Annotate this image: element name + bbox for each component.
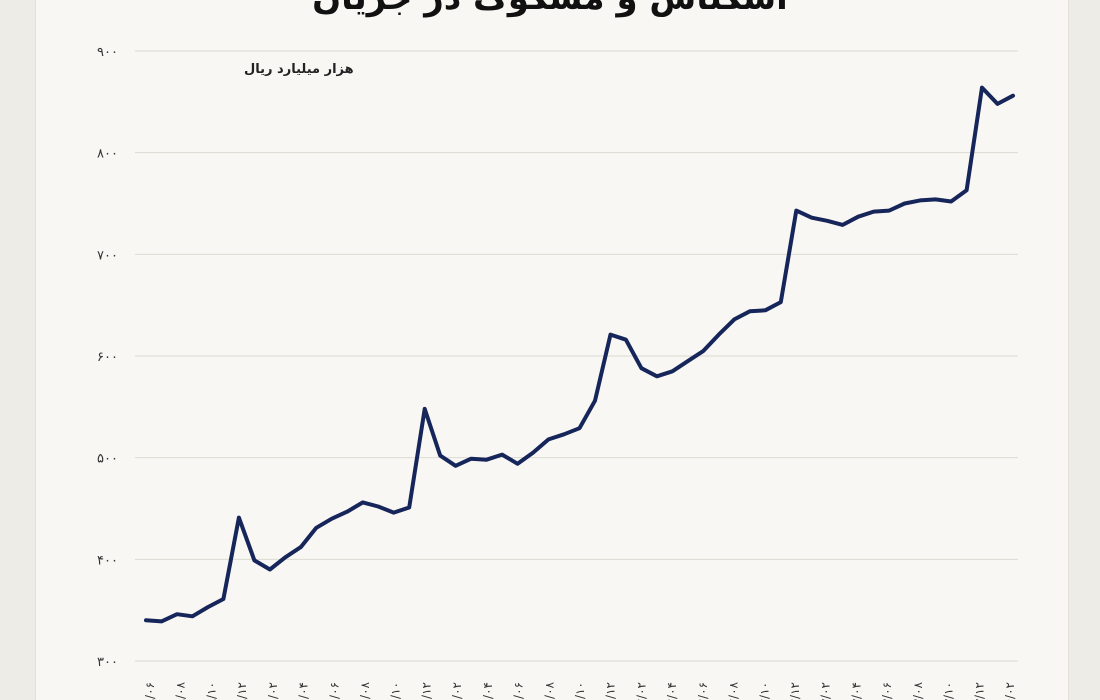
x-tick-label: ۱۴۰۱/۰۲ bbox=[450, 682, 464, 700]
y-tick-label: ۵۰۰ bbox=[97, 452, 118, 467]
x-tick-label: ۱۴۰۲/۰۸ bbox=[727, 681, 741, 700]
x-tick-label: ۱۴۰۳/۰۴ bbox=[849, 682, 863, 700]
unit-label: هزار میلیارد ریال bbox=[244, 62, 354, 77]
x-tick-label: ۱۴۰۰/۰۶ bbox=[327, 682, 341, 700]
x-tick-label: ۱۳۹۹/۰۶ bbox=[143, 682, 157, 700]
x-tick-label: ۱۴۰۱/۰۸ bbox=[542, 681, 556, 700]
x-tick-label: ۱۴۰۳/۰۸ bbox=[911, 681, 925, 700]
x-tick-label: ۱۴۰۱/۱۰ bbox=[573, 682, 587, 700]
x-tick-label: ۱۴۰۰/۱۲ bbox=[419, 682, 433, 700]
y-tick-label: ۶۰۰ bbox=[97, 350, 118, 365]
x-tick-label: ۱۴۰۲/۰۶ bbox=[696, 682, 710, 700]
y-tick-label: ۳۰۰ bbox=[97, 655, 118, 670]
y-tick-label: ۹۰۰ bbox=[97, 45, 118, 60]
x-tick-label: ۱۴۰۲/۰۲ bbox=[634, 682, 648, 700]
x-tick-label: ۱۴۰۲/۰۴ bbox=[665, 682, 679, 700]
x-tick-label: ۱۳۹۹/۰۸ bbox=[174, 681, 188, 700]
chart-frame bbox=[36, 0, 1068, 700]
chart-title: اسکناس و مسکوک در جریان bbox=[0, 0, 1100, 18]
x-tick-label: ۱۴۰۱/۰۴ bbox=[481, 682, 495, 700]
x-tick-label: ۱۳۹۹/۱۰ bbox=[204, 682, 218, 700]
x-tick-label: ۱۴۰۰/۰۴ bbox=[297, 682, 311, 700]
x-tick-label: ۱۴۰۳/۰۶ bbox=[880, 682, 894, 700]
y-tick-label: ۴۰۰ bbox=[97, 553, 118, 568]
x-tick-label: ۱۴۰۱/۰۶ bbox=[512, 682, 526, 700]
y-tick-label: ۷۰۰ bbox=[97, 248, 118, 263]
y-tick-label: ۸۰۰ bbox=[97, 147, 118, 162]
x-tick-label: ۱۴۰۳/۱۲ bbox=[972, 682, 986, 700]
x-tick-label: ۱۴۰۳/۰۲ bbox=[819, 682, 833, 700]
x-tick-label: ۱۴۰۰/۰۲ bbox=[266, 682, 280, 700]
x-tick-label: ۱۴۰۲/۱۰ bbox=[757, 682, 771, 700]
x-tick-label: ۱۴۰۳/۱۰ bbox=[942, 682, 956, 700]
x-tick-label: ۱۴۰۱/۱۲ bbox=[604, 682, 618, 700]
x-tick-label: ۱۴۰۰/۰۸ bbox=[358, 681, 372, 700]
x-tick-label: ۱۴۰۲/۱۲ bbox=[788, 682, 802, 700]
x-tick-label: ۱۳۹۹/۱۲ bbox=[235, 682, 249, 700]
series-line bbox=[144, 85, 1015, 624]
x-tick-label: ۱۴۰۴/۰۲ bbox=[1003, 682, 1017, 700]
x-tick-label: ۱۴۰۰/۱۰ bbox=[389, 682, 403, 700]
